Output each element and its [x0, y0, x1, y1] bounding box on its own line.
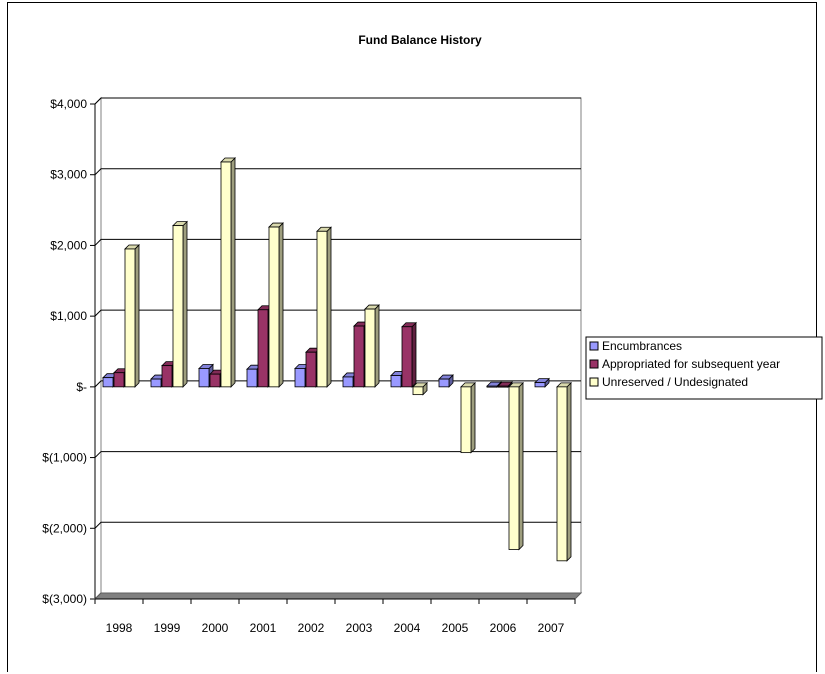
bar-front [161, 365, 173, 388]
bar-front [316, 230, 328, 388]
bar-side [566, 381, 572, 562]
bar-unreserved-undesignated-1999 [172, 220, 188, 388]
bar-unreserved-undesignated-2006 [508, 381, 524, 551]
bar-front [305, 351, 317, 388]
bar-front [198, 368, 210, 388]
bar-encumbrances-2006 [486, 381, 502, 388]
y-tick-label: $2,000 [50, 238, 87, 252]
bar-unreserved-undesignated-2007 [556, 381, 572, 562]
bar-encumbrances-2005 [438, 374, 454, 388]
gridline [94, 97, 581, 105]
legend-label: Appropriated for subsequent year [602, 357, 780, 371]
gridline [94, 521, 581, 529]
bar-unreserved-undesignated-2002 [316, 226, 332, 388]
bar-unreserved-undesignated-2005 [460, 381, 476, 454]
x-tick-label: 2004 [394, 621, 421, 635]
x-tick-label: 2001 [250, 621, 277, 635]
legend-label: Encumbrances [602, 339, 682, 353]
y-tick-label: $3,000 [50, 168, 87, 182]
legend-swatch [589, 341, 599, 351]
bar-front [390, 375, 402, 388]
bar-unreserved-undesignated-2004 [412, 381, 428, 396]
y-tick-label: $(1,000) [42, 451, 87, 465]
bar-front [364, 308, 376, 388]
bar-unreserved-undesignated-2000 [220, 157, 236, 388]
legend-swatch [589, 359, 599, 369]
x-tick-label: 2002 [298, 621, 325, 635]
y-tick-label: $4,000 [50, 97, 87, 111]
bar-encumbrances-2007 [534, 377, 550, 388]
y-tick-label: $(3,000) [42, 592, 87, 606]
x-tick-label: 2007 [538, 621, 565, 635]
bar-front [172, 225, 184, 388]
bar-side [230, 157, 236, 388]
bar-front [209, 373, 221, 388]
legend-swatch [589, 377, 599, 387]
bar-front [268, 226, 280, 388]
bar-side [134, 243, 140, 388]
bar-front [246, 368, 258, 388]
gridline [94, 309, 581, 317]
legend-label: Unreserved / Undesignated [602, 375, 748, 389]
x-tick-label: 1998 [106, 621, 133, 635]
bar-front [102, 377, 114, 388]
y-tick-label: $(2,000) [42, 521, 87, 535]
legend-box [585, 336, 823, 400]
bar-front [508, 386, 520, 550]
bar-side [470, 381, 476, 454]
bar-unreserved-undesignated-2003 [364, 304, 380, 388]
bar-front [438, 378, 450, 388]
bar-side [326, 226, 332, 388]
bar-front [257, 309, 269, 388]
bar-front [497, 385, 509, 388]
bar-front [220, 161, 232, 388]
x-tick-label: 2003 [346, 621, 373, 635]
bar-appropriated-for-subsequent-year-2006 [497, 381, 513, 388]
plot-floor [93, 592, 583, 600]
y-tick-label: $1,000 [50, 309, 87, 323]
gridline [94, 380, 581, 388]
bar-front [342, 376, 354, 388]
bar-front [460, 386, 472, 454]
x-tick-label: 1999 [154, 621, 181, 635]
chart-title: Fund Balance History [358, 33, 482, 47]
bar-unreserved-undesignated-2001 [268, 222, 284, 388]
legend: Encumbrances Appropriated for subsequent … [585, 336, 823, 400]
bar-front [353, 325, 365, 388]
bar-front [486, 385, 498, 388]
bar-front [534, 382, 546, 388]
bar-appropriated-for-subsequent-year-2004 [401, 321, 417, 388]
bar-front [294, 368, 306, 388]
bar-side [411, 321, 417, 388]
bar-front [124, 248, 136, 388]
bar-side [374, 304, 380, 388]
bar-side [518, 381, 524, 551]
bar-front [556, 386, 568, 562]
x-tick-label: 2000 [202, 621, 229, 635]
bar-front [150, 378, 162, 388]
x-tick-label: 2005 [442, 621, 469, 635]
bar-side [278, 222, 284, 388]
bar-front [412, 386, 424, 396]
bar-front [113, 372, 125, 388]
bar-front [401, 326, 413, 388]
y-tick-label: $- [76, 380, 87, 394]
bar-unreserved-undesignated-1998 [124, 243, 140, 388]
gridline [94, 238, 581, 246]
gridline [94, 168, 581, 176]
bar-side [182, 220, 188, 388]
gridline [94, 451, 581, 458]
x-tick-label: 2006 [490, 621, 517, 635]
